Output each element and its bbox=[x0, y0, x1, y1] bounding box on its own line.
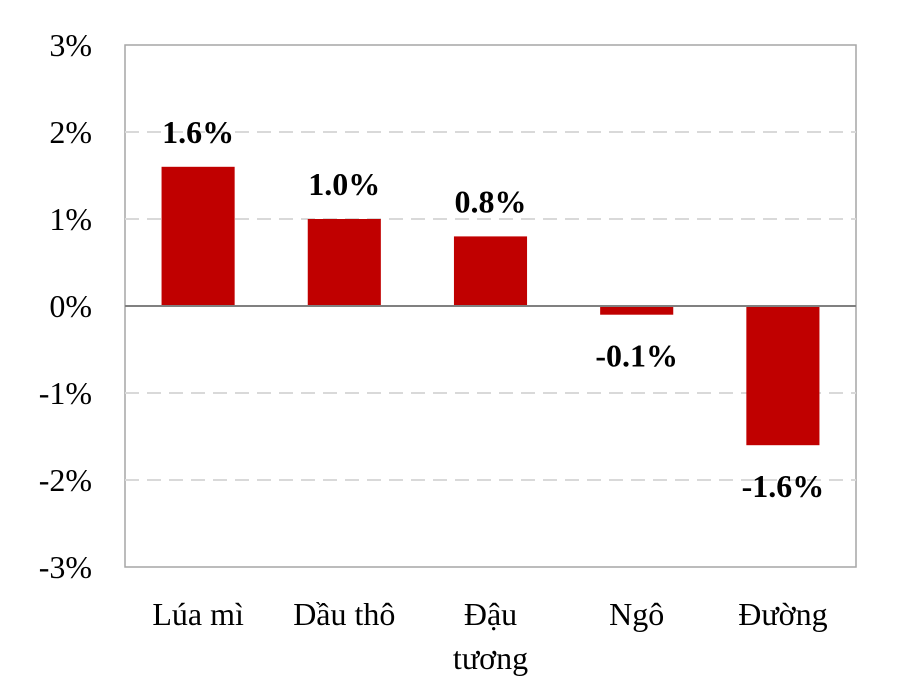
data-label: 1.6% bbox=[162, 114, 234, 150]
bar bbox=[161, 166, 235, 306]
bars bbox=[161, 166, 820, 446]
category-label: Ngô bbox=[609, 596, 664, 632]
y-tick-label: 3% bbox=[49, 27, 92, 63]
y-tick-label: -1% bbox=[39, 375, 92, 411]
data-label: 0.8% bbox=[455, 183, 527, 219]
bar bbox=[307, 219, 381, 306]
bar bbox=[600, 306, 674, 315]
y-tick-label: -2% bbox=[39, 462, 92, 498]
bar bbox=[453, 236, 528, 306]
data-label: -0.1% bbox=[595, 338, 678, 374]
y-tick-label: 2% bbox=[49, 114, 92, 150]
category-labels: Lúa mì Dầu thô Đậu tương Ngô Đường bbox=[152, 596, 827, 676]
data-labels: 1.6% 1.0% 0.8% -0.1% -1.6% bbox=[162, 114, 824, 504]
y-tick-label: 1% bbox=[49, 201, 92, 237]
data-label: -1.6% bbox=[742, 468, 825, 504]
data-label: 1.0% bbox=[308, 166, 380, 202]
bar bbox=[746, 306, 820, 446]
category-label: Đường bbox=[738, 596, 827, 632]
y-tick-label: -3% bbox=[39, 549, 92, 585]
y-axis-ticks: 3% 2% 1% 0% -1% -2% -3% bbox=[39, 27, 92, 585]
grid-lines bbox=[125, 131, 856, 481]
category-label: Lúa mì bbox=[152, 596, 244, 632]
category-label: Đậu tương bbox=[453, 596, 528, 676]
y-tick-label: 0% bbox=[49, 288, 92, 324]
category-label: Dầu thô bbox=[293, 596, 395, 632]
